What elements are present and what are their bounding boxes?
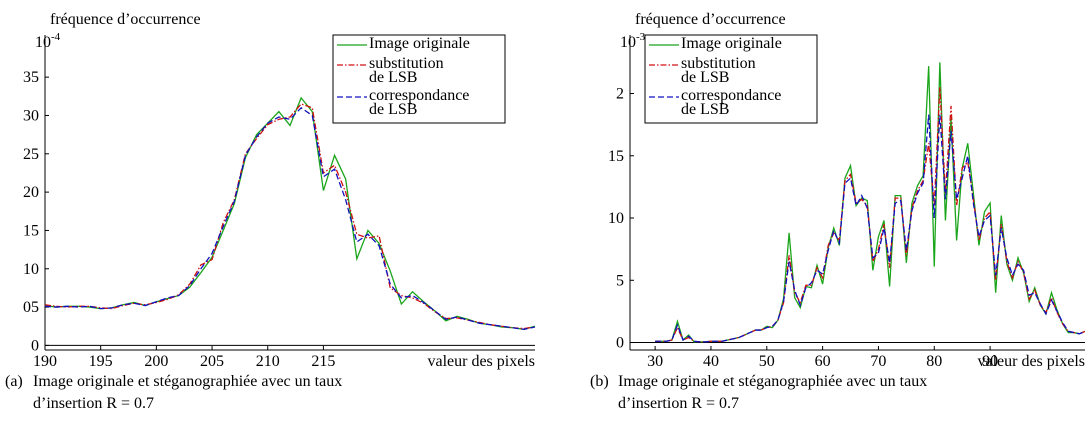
x-tick-label: 30 <box>647 353 663 370</box>
x-tick-label: 50 <box>759 353 775 370</box>
y-tick-label: 0 <box>616 335 624 352</box>
y-multiplier: 10-3 <box>620 31 646 51</box>
caption-line: d’insertion R = 0.7 <box>618 395 739 412</box>
y-tick-label: 20 <box>23 184 39 201</box>
legend-label: correspondance de LSB <box>681 89 782 118</box>
x-axis-label: valeur des pixels <box>427 353 535 370</box>
legend-label: Image originale <box>369 37 470 52</box>
y-multiplier: 10-4 <box>35 31 61 51</box>
y-tick-label: 35 <box>23 69 39 86</box>
x-tick-label: 200 <box>144 353 168 370</box>
x-tick-label: 190 <box>33 353 57 370</box>
y-tick-label: 2 <box>616 86 624 103</box>
y-tick-label: 10 <box>608 210 624 227</box>
multiplier-exponent: -3 <box>636 31 646 43</box>
x-tick-label: 195 <box>89 353 113 370</box>
y-tick-label: 5 <box>616 272 624 289</box>
x-tick-label: 205 <box>200 353 224 370</box>
y-tick-label: 05 <box>23 299 39 316</box>
legend-label: substitution de LSB <box>681 57 756 86</box>
x-tick-label: 60 <box>815 353 831 370</box>
x-tick-label: 90 <box>982 353 998 370</box>
multiplier-exponent: -4 <box>51 31 61 43</box>
series-line <box>45 103 535 330</box>
legend-entry: Image originale <box>681 37 782 52</box>
legend-entry: correspondance de LSB <box>369 89 470 118</box>
x-tick-label: 210 <box>256 353 280 370</box>
legend-entry: correspondance de LSB <box>681 89 782 118</box>
y-tick-label: 30 <box>23 107 39 124</box>
y-tick-label: 10 <box>23 261 39 278</box>
series-line <box>45 106 535 330</box>
caption-line: d’insertion R = 0.7 <box>33 395 154 412</box>
legend-entry: Image originale <box>369 37 470 52</box>
legend-label: Image originale <box>681 37 782 52</box>
caption-line: Image originale et stéganographiée avec … <box>33 373 342 390</box>
legend-label: substitution de LSB <box>369 57 444 86</box>
legend-entry: substitution de LSB <box>681 57 756 86</box>
multiplier-base: 10 <box>620 34 636 51</box>
y-axis-label: fréquence d’occurrence <box>635 11 786 28</box>
caption-line: Image originale et stéganographiée avec … <box>618 373 927 390</box>
legend-label: correspondance de LSB <box>369 89 470 118</box>
y-axis-label: fréquence d’occurrence <box>50 11 201 28</box>
y-tick-label: 0 <box>31 337 39 354</box>
series-line <box>655 114 1085 343</box>
caption-label: (b) <box>590 373 609 390</box>
y-tick-label: 15 <box>608 148 624 165</box>
x-tick-label: 40 <box>703 353 719 370</box>
legend-box <box>332 34 506 124</box>
y-tick-label: 25 <box>23 146 39 163</box>
y-tick-label: 15 <box>23 222 39 239</box>
caption-label: (a) <box>5 373 23 390</box>
multiplier-base: 10 <box>35 34 51 51</box>
x-tick-label: 80 <box>926 353 942 370</box>
x-tick-label: 215 <box>311 353 335 370</box>
series-line <box>45 96 535 330</box>
legend-entry: substitution de LSB <box>369 57 444 86</box>
x-tick-label: 70 <box>870 353 886 370</box>
series-line <box>655 87 1085 343</box>
legend-box <box>644 34 818 124</box>
x-axis-label: valeur des pixels <box>977 353 1085 370</box>
